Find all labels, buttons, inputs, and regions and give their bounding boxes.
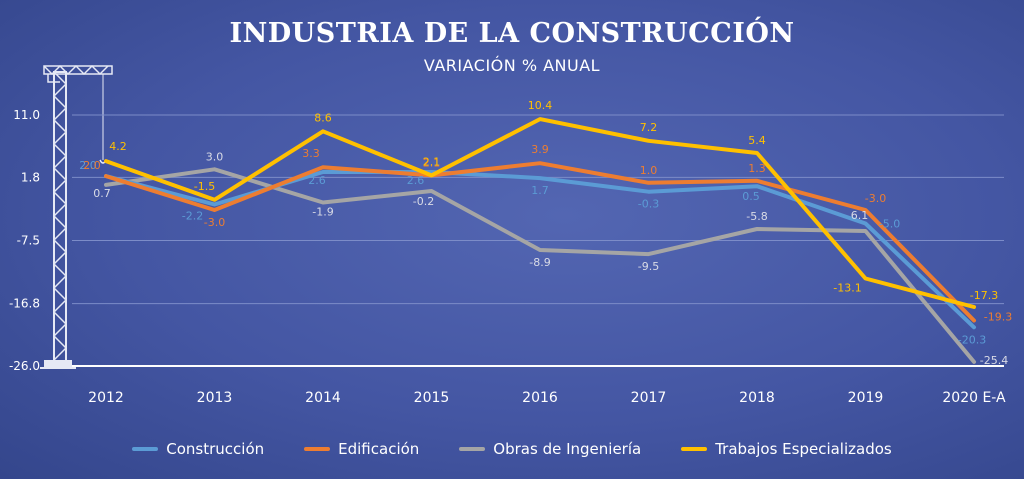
x-tick-label: 2012 — [88, 390, 124, 406]
x-tick-label: 2020 E-A — [942, 390, 1006, 406]
data-label: 4.2 — [109, 140, 127, 153]
x-tick-label: 2014 — [305, 390, 341, 406]
legend-item: Obras de Ingeniería — [459, 440, 641, 458]
data-label: 0.7 — [93, 187, 111, 200]
legend-label: Obras de Ingeniería — [493, 440, 642, 458]
data-label: -13.1 — [833, 281, 861, 294]
data-label: -25.4 — [980, 354, 1008, 367]
legend-swatch — [681, 447, 708, 451]
data-label: -0.2 — [413, 195, 434, 208]
data-label: 0.5 — [742, 190, 760, 203]
data-label: -2.2 — [182, 210, 203, 223]
data-label: 3.9 — [531, 143, 549, 156]
data-label: -20.3 — [958, 333, 986, 346]
y-tick-label: -7.5 — [17, 234, 40, 248]
data-labels: 2.0 -2.2 2.6 2.6 1.7 -0.3 0.5 -5.0 -20.3 2.0 -3.0 3… — [79, 99, 1012, 367]
series-line-2 — [104, 167, 976, 364]
x-tick-label: 2018 — [739, 390, 775, 406]
crane-icon — [40, 64, 113, 369]
y-tick-label: 1.8 — [21, 170, 40, 184]
chart-subtitle: VARIACIÓN % ANUAL — [423, 56, 601, 75]
data-label: 8.6 — [314, 111, 332, 124]
data-label: 2.1 — [423, 155, 441, 168]
legend-swatch — [132, 447, 159, 451]
series-line-3 — [104, 117, 976, 309]
legend: Construcción Edificación Obras de Ingenier… — [0, 440, 1024, 458]
data-label: 1.7 — [531, 184, 549, 197]
x-tick-label: 2015 — [414, 390, 450, 406]
legend-item: Edificación — [304, 440, 419, 458]
y-axis: 11.0 1.8 -7.5 -16.8 -26.0 — [9, 108, 40, 373]
data-label: 2.0 — [83, 159, 101, 172]
legend-item: Trabajos Especializados — [681, 440, 892, 458]
chart-title: INDUSTRIA DE LA CONSTRUCCIÓN — [229, 18, 795, 49]
legend-item: Construcción — [132, 440, 264, 458]
series-lines — [104, 117, 976, 364]
data-label: 1.0 — [640, 164, 658, 177]
data-label: 10.4 — [528, 99, 553, 112]
data-label: -5.0 — [879, 218, 900, 231]
data-label: 7.2 — [640, 121, 658, 134]
data-label: -5.8 — [746, 210, 767, 223]
data-label: 2.6 — [308, 174, 326, 187]
x-tick-label: 2017 — [631, 390, 667, 406]
data-label: -8.9 — [529, 256, 550, 269]
data-label: 2.1 — [423, 156, 441, 169]
data-label: 3.0 — [206, 150, 224, 163]
data-label: -3.0 — [204, 216, 225, 229]
x-tick-label: 2019 — [848, 390, 884, 406]
data-label: 6.1 — [851, 209, 869, 222]
data-label: -3.0 — [865, 192, 886, 205]
legend-swatch — [304, 447, 331, 451]
data-label: -17.3 — [970, 289, 998, 302]
data-label: -1.5 — [194, 180, 215, 193]
grid — [72, 114, 1004, 367]
legend-label: Construcción — [166, 440, 265, 458]
data-label: 3.3 — [302, 147, 320, 160]
x-axis: 2012 2013 2014 2015 2016 2017 2018 2019 2020 E-A — [88, 390, 1006, 406]
x-tick-label: 2016 — [522, 390, 558, 406]
data-label: 1.3 — [748, 162, 766, 175]
data-label: -9.5 — [638, 260, 659, 273]
data-label: -19.3 — [984, 311, 1012, 324]
series-line-1 — [104, 161, 976, 323]
x-tick-label: 2013 — [197, 390, 233, 406]
y-tick-label: 11.0 — [13, 108, 40, 122]
data-label: 5.4 — [748, 134, 766, 147]
data-label: -0.3 — [638, 198, 659, 211]
y-tick-label: -26.0 — [9, 359, 40, 373]
data-label: -1.9 — [312, 206, 333, 219]
data-label: 2.0 — [79, 159, 97, 172]
legend-label: Edificación — [338, 440, 420, 458]
legend-label: Trabajos Especializados — [715, 440, 892, 458]
y-tick-label: -16.8 — [9, 297, 40, 311]
legend-swatch — [459, 447, 486, 451]
data-label: 2.6 — [407, 174, 425, 187]
